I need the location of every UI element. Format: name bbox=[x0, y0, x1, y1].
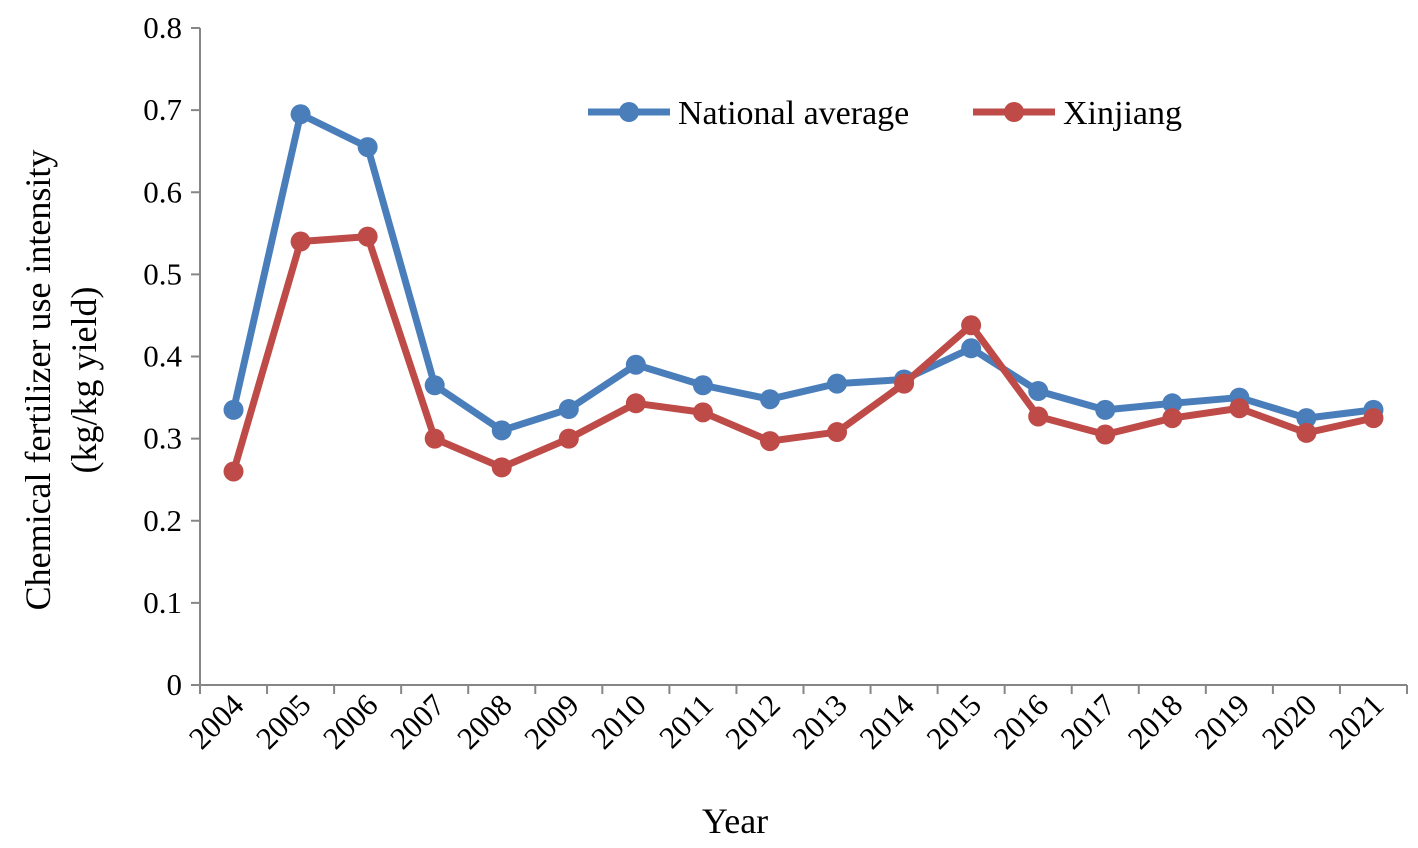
y-tick-label: 0.3 bbox=[143, 421, 182, 456]
data-point bbox=[1028, 406, 1049, 427]
x-tick-label: 2011 bbox=[652, 687, 720, 755]
x-tick-label: 2016 bbox=[987, 687, 1056, 756]
data-point bbox=[424, 375, 445, 396]
legend: National average Xinjiang bbox=[588, 95, 1182, 132]
data-point bbox=[1363, 408, 1384, 429]
data-point bbox=[357, 137, 378, 158]
series-xinjiang bbox=[223, 226, 1384, 482]
legend-label: National average bbox=[678, 95, 909, 132]
data-point bbox=[1229, 398, 1250, 419]
x-tick-label: 2017 bbox=[1054, 687, 1123, 756]
data-point bbox=[1296, 422, 1317, 443]
data-point bbox=[1095, 399, 1116, 420]
data-point bbox=[625, 393, 646, 414]
series-layer bbox=[223, 104, 1384, 482]
data-point bbox=[223, 461, 244, 482]
legend-swatch-marker bbox=[619, 102, 639, 122]
x-tick-label: 2015 bbox=[919, 687, 988, 756]
x-tick-label: 2009 bbox=[517, 687, 586, 756]
data-point bbox=[1296, 408, 1317, 429]
data-point bbox=[1028, 380, 1049, 401]
y-axis-ticks: 0 0.1 0.2 0.3 0.4 0.5 0.6 0.7 0.8 bbox=[143, 10, 200, 702]
data-point bbox=[961, 315, 982, 336]
data-point bbox=[625, 354, 646, 375]
data-point bbox=[1162, 408, 1183, 429]
x-tick-label: 2006 bbox=[316, 687, 385, 756]
data-point bbox=[558, 428, 579, 449]
y-axis-title-line2: (kg/kg yield) bbox=[64, 287, 104, 474]
data-point bbox=[424, 428, 445, 449]
x-tick-label: 2007 bbox=[383, 687, 452, 756]
x-tick-label: 2018 bbox=[1121, 687, 1190, 756]
series-line bbox=[230, 110, 1377, 434]
data-point bbox=[491, 420, 512, 441]
x-tick-label: 2013 bbox=[785, 687, 854, 756]
x-tick-label: 2019 bbox=[1188, 687, 1257, 756]
x-tick-label: 2012 bbox=[718, 687, 787, 756]
y-tick-label: 0.4 bbox=[143, 339, 182, 374]
series-national-average bbox=[223, 104, 1384, 441]
y-tick-label: 0.2 bbox=[143, 503, 182, 538]
legend-swatch-marker bbox=[1004, 102, 1024, 122]
legend-label: Xinjiang bbox=[1063, 95, 1182, 132]
data-point bbox=[827, 422, 848, 443]
data-point bbox=[894, 373, 915, 394]
data-point bbox=[692, 402, 713, 423]
y-tick-label: 0.6 bbox=[143, 174, 182, 209]
x-tick-label: 2020 bbox=[1255, 687, 1324, 756]
data-point bbox=[759, 389, 780, 410]
data-point bbox=[558, 399, 579, 420]
x-tick-label: 2008 bbox=[450, 687, 519, 756]
data-point bbox=[1095, 424, 1116, 445]
data-point bbox=[759, 431, 780, 452]
data-point bbox=[290, 231, 311, 252]
y-tick-label: 0.7 bbox=[143, 92, 182, 127]
data-point bbox=[491, 457, 512, 478]
y-tick-label: 0 bbox=[167, 667, 183, 702]
y-tick-label: 0.1 bbox=[143, 585, 182, 620]
data-point bbox=[223, 399, 244, 420]
data-point bbox=[290, 104, 311, 125]
x-tick-label: 2005 bbox=[249, 687, 318, 756]
x-tick-label: 2004 bbox=[182, 687, 251, 756]
data-point bbox=[961, 338, 982, 359]
x-axis-title: Year bbox=[702, 801, 768, 841]
x-tick-label: 2014 bbox=[852, 687, 921, 756]
data-point bbox=[827, 373, 848, 394]
data-point bbox=[357, 226, 378, 247]
legend-item: Xinjiang bbox=[973, 95, 1182, 132]
legend-item: National average bbox=[588, 95, 909, 132]
series-line bbox=[230, 233, 1377, 475]
data-point bbox=[692, 375, 713, 396]
y-axis-title-line1: Chemical fertilizer use intensity bbox=[18, 150, 58, 611]
y-tick-label: 0.5 bbox=[143, 256, 182, 291]
x-tick-label: 2010 bbox=[584, 687, 653, 756]
data-point bbox=[1162, 393, 1183, 414]
y-tick-label: 0.8 bbox=[143, 10, 182, 45]
x-tick-label: 2021 bbox=[1322, 687, 1391, 756]
